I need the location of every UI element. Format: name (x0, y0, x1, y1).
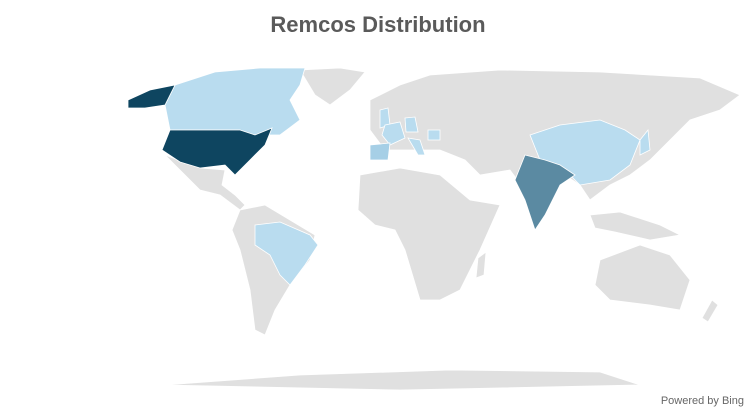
australia (594, 244, 691, 311)
greenland (299, 67, 366, 106)
southeast-asia-islands (589, 211, 682, 241)
country-canada[interactable] (164, 67, 306, 136)
madagascar (475, 251, 487, 279)
country-india[interactable] (514, 154, 576, 231)
antarctica (164, 369, 641, 391)
country-japan[interactable] (639, 128, 651, 156)
country-brazil[interactable] (254, 221, 319, 286)
country-france[interactable] (381, 121, 406, 146)
new-zealand (701, 299, 719, 323)
africa (357, 167, 501, 301)
country-italy[interactable] (407, 137, 426, 156)
map-title: Remcos Distribution (270, 12, 486, 37)
country-germany[interactable] (404, 116, 419, 133)
country-united-states[interactable] (161, 127, 273, 176)
powered-by-bing: Powered by Bing (660, 395, 744, 407)
country-united-states-alaska[interactable] (127, 84, 176, 109)
highlighted-countries (127, 67, 651, 286)
country-romania[interactable] (427, 129, 441, 141)
country-spain[interactable] (369, 142, 391, 161)
central-america (164, 154, 246, 211)
